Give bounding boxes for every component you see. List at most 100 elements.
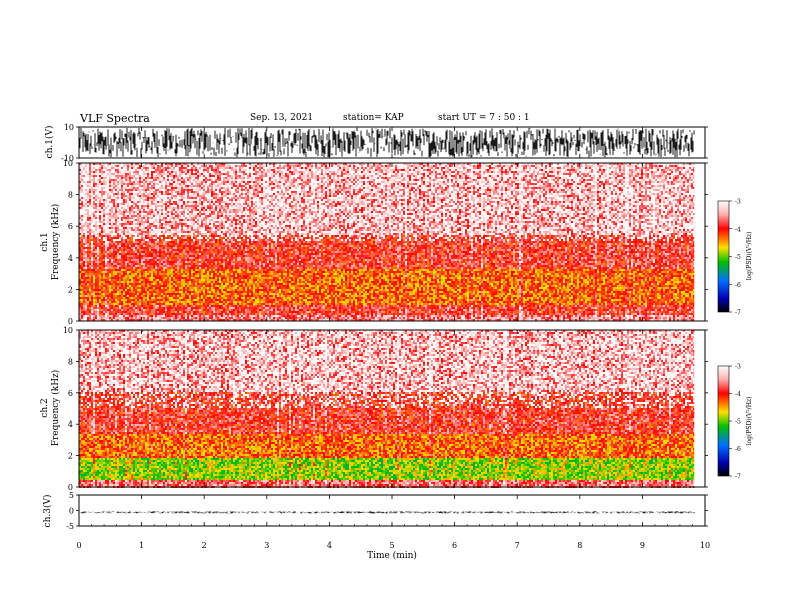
spectrogram-cell — [655, 177, 657, 179]
spectrogram-cell — [499, 165, 501, 167]
spectrogram-cell — [543, 165, 545, 167]
spectrogram-cell — [213, 171, 215, 173]
spectrogram-cell — [229, 177, 231, 179]
spectrogram-cell — [473, 171, 475, 173]
spectrogram-cell — [505, 171, 507, 173]
spectrogram-cell — [435, 165, 437, 167]
spectrogram-cell — [393, 165, 395, 167]
spectrogram-cell — [371, 171, 373, 173]
spectrogram-cell — [457, 171, 459, 173]
spectrogram-cell — [395, 165, 397, 167]
spectrogram-cell — [523, 169, 525, 171]
spectrogram-cell — [679, 171, 681, 173]
spectrogram-cell — [251, 167, 253, 169]
spectrogram-cell — [305, 173, 307, 175]
spectrogram-cell — [479, 171, 481, 173]
spectrogram-cell — [593, 171, 597, 173]
spectrogram-cell — [275, 175, 277, 177]
spectrogram-cell — [419, 169, 421, 171]
spectrogram-cell — [661, 167, 663, 169]
spectrogram-cell — [211, 165, 213, 167]
spectrogram-cell — [411, 167, 413, 169]
spectrogram-cell — [509, 171, 511, 173]
spectrogram-cell — [629, 173, 631, 175]
spectrogram-cell — [95, 171, 97, 173]
spectrogram-cell — [479, 167, 481, 169]
spectrogram-cell — [553, 175, 555, 177]
spectrogram-cell — [427, 171, 429, 173]
spectrogram-cell — [573, 169, 575, 171]
spectrogram-cell — [249, 167, 251, 169]
spectrogram-cell — [613, 173, 615, 175]
spectrogram-cell — [467, 167, 471, 169]
spectrogram-cell — [299, 175, 301, 177]
spectrogram-cell — [385, 169, 387, 171]
spectrogram-cell — [277, 171, 279, 173]
spectrogram-cell — [117, 171, 119, 173]
spectrogram-cell — [467, 171, 469, 173]
spectrogram-cell — [177, 177, 179, 179]
spectrogram-cell — [611, 177, 613, 179]
spectrogram-cell — [521, 169, 523, 171]
spectrogram-cell — [579, 171, 581, 173]
spectrogram-cell — [635, 167, 637, 169]
spectrogram-cell — [459, 169, 461, 171]
spectrogram-cell — [449, 169, 451, 171]
spectrogram-cell — [645, 177, 647, 179]
spectrogram-cell — [531, 169, 533, 171]
spectrogram-cell — [539, 169, 541, 171]
spectrogram-cell — [531, 177, 533, 179]
spectrogram-cell — [673, 171, 675, 173]
spectrogram-cell — [687, 171, 689, 173]
spectrogram-cell — [289, 167, 291, 169]
spectrogram-cell — [105, 177, 107, 179]
spectrogram-cell — [265, 173, 267, 175]
spectrogram-cell — [371, 175, 373, 177]
spectrogram-cell — [293, 171, 295, 173]
spectrogram-cell — [159, 171, 161, 173]
spectrogram-cell — [433, 175, 435, 177]
spectrogram-cell — [571, 173, 573, 175]
spectrogram-cell — [397, 169, 399, 171]
spectrogram-cell — [395, 171, 397, 173]
spectrogram-cell — [483, 175, 487, 177]
spectrogram-cell — [311, 175, 313, 177]
spectrogram-cell — [539, 171, 541, 173]
spectrogram-cell — [283, 175, 285, 177]
spectrogram-cell — [127, 167, 129, 169]
spectrogram-cell — [271, 173, 273, 175]
spectrogram-cell — [295, 165, 297, 167]
spectrogram-cell — [503, 167, 507, 169]
spectrogram-cell — [501, 175, 503, 177]
spectrogram-cell — [213, 177, 215, 179]
spectrogram-cell — [347, 165, 349, 167]
spectrogram-cell — [387, 165, 389, 167]
spectrogram-cell — [131, 177, 133, 179]
spectrogram-cell — [581, 175, 583, 177]
spectrogram-cell — [363, 175, 365, 177]
spectrogram-cell — [357, 169, 359, 171]
spectrogram-cell — [303, 177, 305, 179]
spectrogram-cell — [191, 171, 193, 173]
spectrogram-cell — [191, 165, 193, 167]
spectrogram-cell — [263, 165, 265, 167]
spectrogram-cell — [179, 167, 181, 169]
spectrogram-cell — [331, 165, 333, 167]
spectrogram-cell — [511, 167, 513, 169]
spectrogram-cell — [209, 173, 211, 175]
spectrogram-cell — [317, 171, 321, 173]
spectrogram-cell — [323, 171, 325, 173]
spectrogram-cell — [487, 165, 489, 167]
spectrogram-cell — [339, 167, 341, 169]
spectrogram-cell — [437, 175, 441, 177]
spectrogram-cell — [279, 175, 281, 177]
spectrogram-cell — [505, 173, 507, 175]
spectrogram-cell — [615, 173, 617, 175]
spectrogram-cell — [599, 167, 601, 169]
spectrogram-cell — [673, 167, 675, 169]
spectrogram-cell — [185, 177, 187, 179]
spectrogram-cell — [85, 175, 87, 177]
spectrogram-cell — [263, 177, 269, 179]
spectrogram-cell — [99, 179, 101, 181]
spectrogram-cell — [463, 167, 465, 169]
